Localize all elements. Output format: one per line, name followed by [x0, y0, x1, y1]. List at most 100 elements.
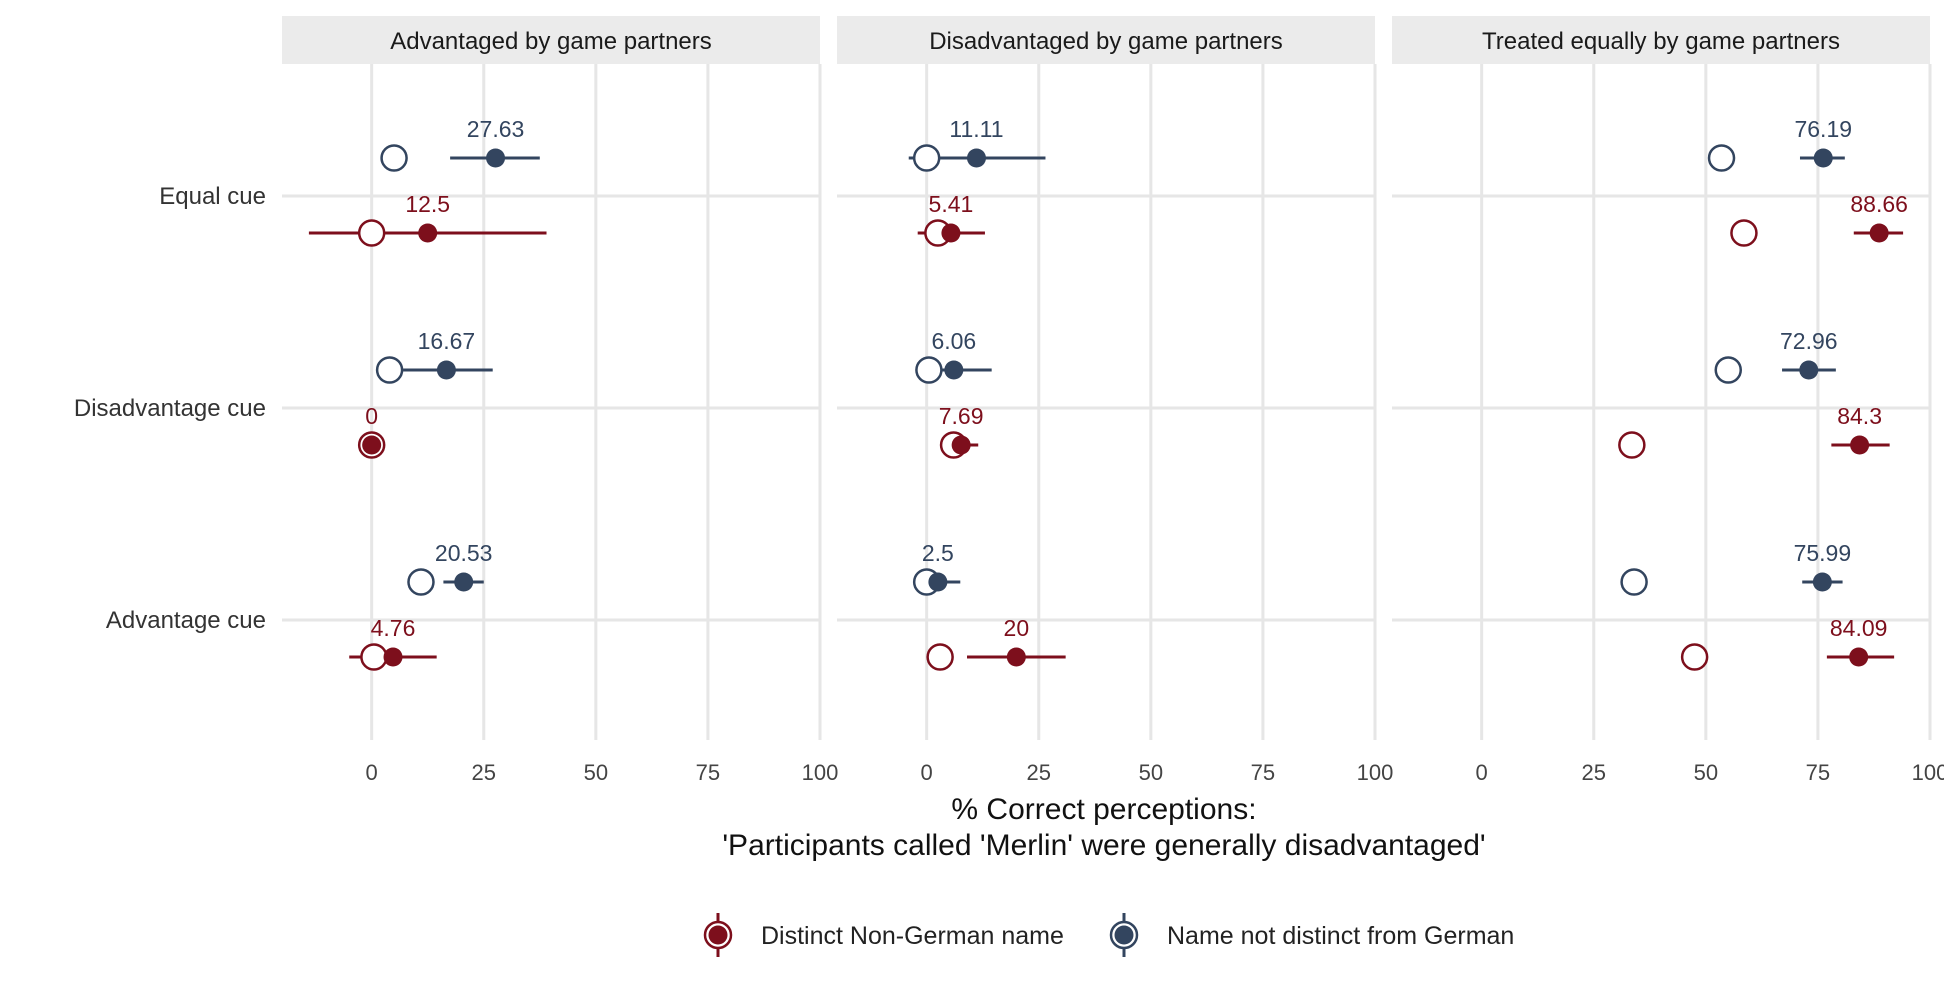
facet-panel: Treated equally by game partners 0 25 50 75 1… [1392, 16, 1944, 785]
data-value-label: 11.11 [949, 116, 1003, 142]
data-point-group: 12.5 [308, 191, 547, 247]
x-tick-label: 0 [921, 760, 933, 785]
filled-point [454, 572, 474, 592]
open-point [357, 219, 386, 247]
x-tick-label: 75 [696, 760, 720, 785]
open-point [360, 643, 388, 671]
data-point-group: 72.96 [1714, 328, 1838, 384]
facet-panel: Disadvantaged by game partners 0 25 50 75 100… [837, 16, 1393, 785]
facet-panels: Advantaged by game partners 0 25 50 75 100 27.… [282, 16, 1944, 785]
filled-point [1813, 148, 1833, 168]
open-point [1730, 219, 1758, 247]
x-tick-label: 75 [1806, 760, 1830, 785]
filled-point [383, 647, 403, 667]
legend-label: Distinct Non-German name [761, 922, 1064, 950]
facet-strip [282, 16, 820, 64]
data-point-group: 88.66 [1730, 191, 1908, 247]
filled-point [1812, 572, 1832, 592]
data-point-group: 5.41 [917, 191, 985, 247]
data-point-group: 75.99 [1620, 540, 1852, 596]
filled-point [1850, 435, 1870, 455]
legend: Distinct Non-German name Name not distinc… [703, 913, 1514, 957]
facet-strip-title: Treated equally by game partners [1482, 28, 1840, 55]
y-category-label: Equal cue [159, 183, 266, 210]
data-point-group: 11.11 [908, 116, 1046, 172]
facet-strip-title: Advantaged by game partners [390, 28, 712, 55]
data-value-label: 76.19 [1794, 116, 1852, 142]
data-value-label: 2.5 [922, 540, 954, 566]
data-point-group: 4.76 [349, 615, 437, 671]
data-point-group: 27.63 [380, 116, 540, 172]
data-value-label: 27.63 [467, 116, 525, 142]
x-tick-label: 100 [802, 760, 839, 785]
open-point [375, 356, 404, 384]
data-point-group: 20.53 [407, 540, 493, 596]
filled-point [436, 360, 456, 380]
x-tick-label: 75 [1251, 760, 1275, 785]
x-tick-label: 25 [472, 760, 496, 785]
x-tick-label: 100 [1912, 760, 1944, 785]
open-point [1618, 431, 1646, 459]
filled-point [1799, 360, 1819, 380]
filled-point [1849, 647, 1869, 667]
data-value-label: 20.53 [435, 540, 493, 566]
filled-point [418, 223, 438, 243]
open-point [1707, 144, 1736, 172]
facet-panel: Advantaged by game partners 0 25 50 75 100 27.… [282, 16, 838, 785]
x-axis-title-line2: 'Participants called 'Merlin' were gener… [722, 829, 1485, 862]
data-point-group: 16.67 [375, 328, 493, 384]
facet-strip [837, 16, 1375, 64]
data-point-group: 2.5 [912, 540, 961, 596]
data-value-label: 88.66 [1850, 191, 1908, 217]
data-value-label: 7.69 [939, 403, 984, 429]
data-point-group: 0 [357, 403, 386, 459]
open-point [912, 144, 941, 172]
x-tick-label: 0 [366, 760, 378, 785]
data-value-label: 20 [1004, 615, 1030, 641]
x-tick-label: 25 [1582, 760, 1606, 785]
legend-item: Distinct Non-German name [703, 913, 1064, 957]
open-point [915, 356, 943, 384]
legend-key-filled [708, 925, 728, 945]
x-tick-label: 25 [1027, 760, 1051, 785]
data-point-group: 20 [926, 615, 1066, 671]
data-value-label: 72.96 [1780, 328, 1838, 354]
open-point [1714, 356, 1742, 384]
filled-point [1006, 647, 1026, 667]
x-tick-label: 100 [1357, 760, 1394, 785]
filled-point [941, 223, 961, 243]
legend-key-filled [1114, 925, 1134, 945]
x-tick-label: 0 [1476, 760, 1488, 785]
data-value-label: 75.99 [1794, 540, 1852, 566]
filled-point [486, 148, 506, 168]
filled-point [944, 360, 964, 380]
data-point-group: 84.09 [1680, 615, 1895, 671]
data-value-label: 12.5 [405, 191, 450, 217]
filled-point [1869, 223, 1889, 243]
y-category-label: Advantage cue [106, 607, 266, 634]
data-value-label: 6.06 [931, 328, 976, 354]
data-value-label: 84.09 [1830, 615, 1888, 641]
filled-point [362, 435, 382, 455]
open-point [926, 643, 954, 671]
data-value-label: 4.76 [371, 615, 416, 641]
data-point-group: 76.19 [1707, 116, 1852, 172]
open-point [1620, 568, 1648, 596]
data-value-label: 5.41 [929, 191, 974, 217]
facet-strip [1392, 16, 1930, 64]
open-point [380, 144, 408, 172]
legend-label: Name not distinct from German [1167, 922, 1514, 950]
data-value-label: 16.67 [418, 328, 476, 354]
y-category-label: Disadvantage cue [74, 395, 266, 422]
open-point [407, 568, 435, 596]
data-point-group: 84.3 [1618, 403, 1890, 459]
open-point [1680, 643, 1709, 671]
data-point-group: 7.69 [939, 403, 984, 459]
y-axis-category-labels: Equal cue Disadvantage cue Advantage cue [74, 183, 266, 634]
data-value-label: 84.3 [1837, 403, 1882, 429]
x-tick-label: 50 [584, 760, 608, 785]
filled-point [951, 435, 971, 455]
x-tick-label: 50 [1694, 760, 1718, 785]
facet-strip-title: Disadvantaged by game partners [929, 28, 1283, 55]
